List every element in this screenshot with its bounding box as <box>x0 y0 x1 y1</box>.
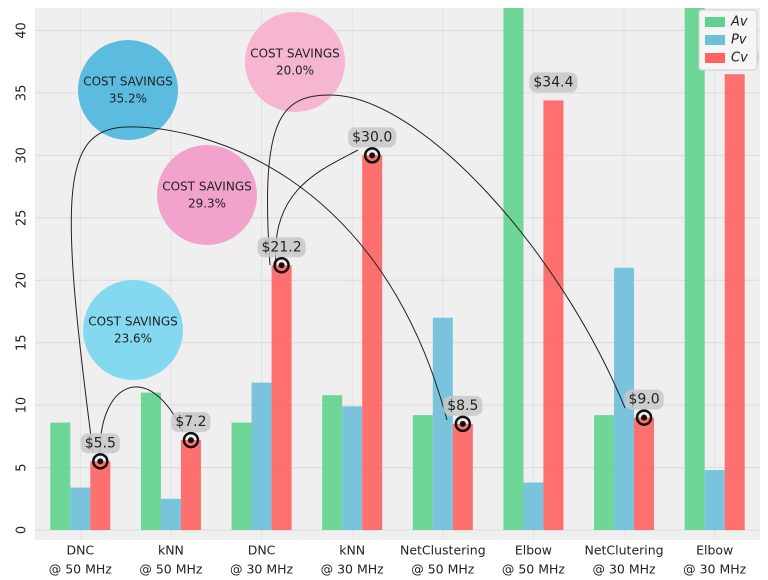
bar <box>140 392 161 531</box>
bar <box>251 382 272 531</box>
connector <box>267 94 626 409</box>
marker-dot <box>97 458 104 465</box>
annotation-value: 20.0% <box>276 64 314 78</box>
value-label: $9.0 <box>628 392 659 408</box>
bar <box>231 422 252 531</box>
legend-label: Pv <box>731 33 747 48</box>
marker <box>454 415 472 433</box>
marker-dot <box>187 437 194 444</box>
bar <box>704 470 725 531</box>
legend-swatch <box>705 35 725 45</box>
x-tick-label: kNN <box>158 543 184 558</box>
y-tick-label: 5 <box>15 463 30 471</box>
annotation-label: COST SAVINGS <box>88 315 178 329</box>
marker-dot <box>369 152 376 159</box>
x-tick-label: @ 50 MHz <box>411 562 475 577</box>
value-label-box <box>80 433 120 454</box>
bar <box>432 317 453 531</box>
bar <box>90 461 111 531</box>
marker-dot <box>278 262 285 269</box>
value-label: $5.5 <box>85 435 116 451</box>
value-label-box <box>348 127 397 148</box>
bar <box>160 498 181 531</box>
bar <box>503 8 524 531</box>
x-tick-label: @ 30 MHz <box>593 562 657 577</box>
value-label: $30.0 <box>352 129 392 145</box>
x-tick-label: NetClustering <box>400 543 486 558</box>
x-tick-label: DNC <box>248 543 276 558</box>
x-tick-label: @ 50 MHz <box>139 562 203 577</box>
x-tick-label: kNN <box>339 543 365 558</box>
value-label-box <box>529 72 578 93</box>
bar <box>634 417 655 531</box>
annotation-bubble <box>78 40 178 140</box>
x-tick-label: @ 50 MHz <box>49 562 113 577</box>
x-tick-label: @ 30 MHz <box>683 562 747 577</box>
y-tick-label: 0 <box>15 526 30 534</box>
value-label-box <box>624 389 664 410</box>
marker-dot <box>641 414 648 421</box>
x-tick-label: @ 50 MHz <box>502 562 566 577</box>
annotation-label: COST SAVINGS <box>162 180 252 194</box>
bar <box>412 415 433 531</box>
connector <box>70 126 448 453</box>
annotation-value: 35.2% <box>109 92 147 106</box>
marker-dot <box>459 420 466 427</box>
marker <box>635 409 653 426</box>
marker <box>363 147 381 164</box>
y-tick-label: 25 <box>15 210 30 227</box>
marker <box>92 453 109 470</box>
legend-label: Av <box>730 15 748 30</box>
value-label: $21.2 <box>262 239 302 255</box>
annotation-bubble <box>157 145 257 245</box>
legend-label: Cv <box>731 51 748 66</box>
value-label: $7.2 <box>175 414 206 430</box>
x-tick-label: Elbow <box>515 543 552 558</box>
x-tick-label: NetClutering <box>584 543 663 558</box>
legend-swatch <box>705 17 725 27</box>
marker <box>182 431 200 449</box>
bar <box>543 100 564 531</box>
x-tick-label: @ 30 MHz <box>230 562 294 577</box>
x-tick-label: @ 30 MHz <box>321 562 385 577</box>
bar <box>684 8 705 531</box>
legend-swatch <box>705 53 725 63</box>
y-tick-label: 30 <box>15 147 30 164</box>
bar <box>362 155 383 531</box>
annotation-value: 29.3% <box>188 197 226 211</box>
bar <box>180 440 201 531</box>
bar <box>452 423 473 531</box>
x-tick-label: DNC <box>66 543 94 558</box>
y-tick-label: 40 <box>14 22 29 39</box>
bar <box>523 482 544 531</box>
y-tick-label: 35 <box>15 85 30 102</box>
y-tick-label: 20 <box>15 272 30 289</box>
annotation-bubble <box>83 280 183 380</box>
value-label: $8.5 <box>447 398 478 414</box>
y-tick-label: 10 <box>15 397 30 414</box>
bar <box>50 422 71 531</box>
bar <box>342 406 363 531</box>
bar <box>614 267 635 531</box>
value-label-box <box>257 237 306 258</box>
x-tick-label: Elbow <box>696 543 733 558</box>
annotation-label: COST SAVINGS <box>83 75 173 89</box>
bar <box>594 415 615 531</box>
bar <box>70 487 91 531</box>
bar <box>322 395 343 531</box>
annotation-label: COST SAVINGS <box>250 47 340 61</box>
bar <box>724 74 745 531</box>
value-label-box <box>171 412 211 433</box>
value-label: $34.4 <box>533 74 573 90</box>
bar <box>271 265 292 531</box>
annotation-value: 23.6% <box>114 332 152 346</box>
connector-curves <box>70 94 626 453</box>
marker <box>273 257 290 274</box>
annotation-bubble <box>245 12 345 112</box>
connector <box>99 386 184 453</box>
y-tick-label: 15 <box>15 334 30 351</box>
value-label-box <box>443 395 483 416</box>
